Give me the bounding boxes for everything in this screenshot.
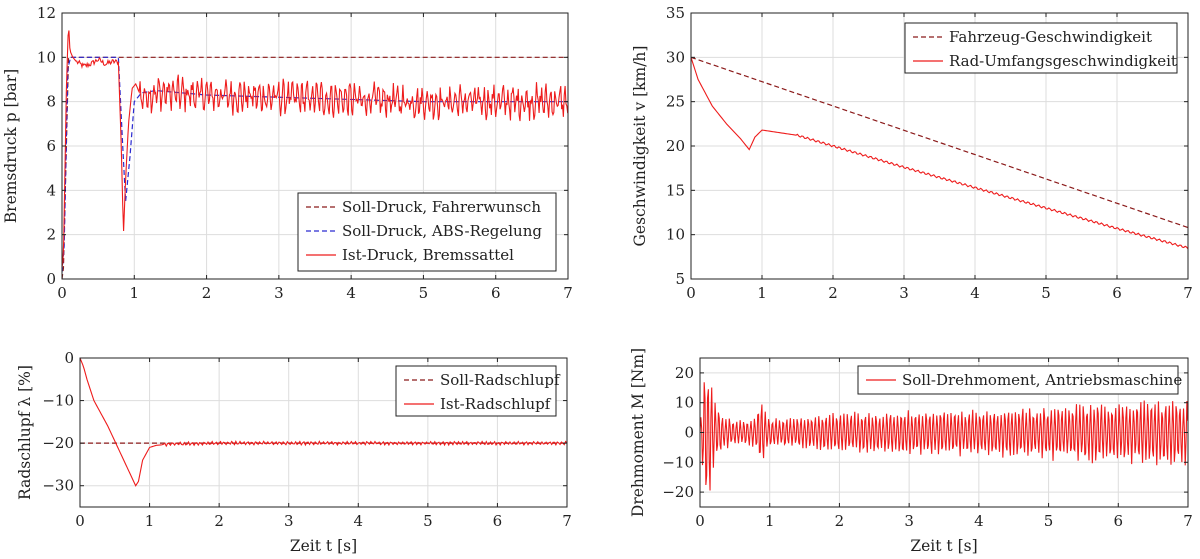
x-tick-label: 2 bbox=[835, 512, 845, 530]
legend-label: Ist-Druck, Bremssattel bbox=[342, 246, 514, 264]
y-tick-label: 0 bbox=[46, 270, 56, 288]
y-axis-label: Geschwindigkeit v [km/h] bbox=[631, 46, 649, 247]
x-tick-label: 2 bbox=[828, 284, 838, 302]
y-axis-label: Radschlupf λ [%] bbox=[16, 365, 34, 500]
y-tick-label: 10 bbox=[666, 226, 685, 244]
series-line-1 bbox=[691, 57, 1188, 250]
y-tick-label: −10 bbox=[42, 392, 74, 410]
y-tick-label: 2 bbox=[46, 226, 56, 244]
y-axis-label: Drehmoment M [Nm] bbox=[629, 348, 647, 517]
y-tick-label: 30 bbox=[666, 48, 685, 66]
chart-geschwindigkeit: 0 1 2 3 4 5 6 7 5 10 15 20 25 30 35 Geschwindigkeit v [… bbox=[631, 4, 1193, 302]
x-tick-label: 4 bbox=[354, 512, 364, 530]
legend-label: Soll-Radschlupf bbox=[440, 371, 561, 389]
y-tick-label: −20 bbox=[42, 434, 74, 452]
y-tick-label: 8 bbox=[46, 93, 56, 111]
x-tick-label: 5 bbox=[1041, 284, 1051, 302]
x-tick-label: 7 bbox=[1183, 512, 1193, 530]
legend-box bbox=[395, 365, 557, 417]
x-tick-label: 6 bbox=[1112, 284, 1122, 302]
x-tick-label: 0 bbox=[57, 284, 67, 302]
x-tick-label: 4 bbox=[346, 284, 356, 302]
y-tick-label: 12 bbox=[37, 4, 56, 22]
x-tick-label: 1 bbox=[757, 284, 767, 302]
series-line-0 bbox=[62, 56, 568, 279]
series-line-2 bbox=[62, 30, 568, 268]
x-tick-label: 3 bbox=[284, 512, 294, 530]
y-tick-label: 6 bbox=[46, 137, 56, 155]
plot-frame bbox=[79, 357, 568, 508]
legend: Soll-Radschlupf Ist-Radschlupf bbox=[395, 365, 561, 417]
series-line-1 bbox=[80, 358, 567, 487]
x-tick-label: 7 bbox=[563, 284, 573, 302]
y-tick-label: −10 bbox=[662, 453, 694, 471]
x-tick-label: 0 bbox=[686, 284, 696, 302]
x-tick-label: 4 bbox=[974, 512, 984, 530]
x-tick-label: 4 bbox=[970, 284, 980, 302]
legend-label: Rad-Umfangsgeschwindigkeit bbox=[949, 52, 1177, 70]
x-tick-label: 3 bbox=[899, 284, 909, 302]
x-tick-label: 0 bbox=[75, 512, 85, 530]
series-line-0 bbox=[691, 56, 1188, 229]
x-tick-label: 2 bbox=[202, 284, 212, 302]
x-tick-label: 5 bbox=[423, 512, 433, 530]
y-tick-label: −20 bbox=[662, 483, 694, 501]
x-tick-label: 1 bbox=[765, 512, 775, 530]
legend-label: Soll-Drehmoment, Antriebsmaschine bbox=[902, 371, 1182, 389]
legend-label: Soll-Druck, Fahrerwunsch bbox=[342, 198, 541, 216]
x-tick-label: 5 bbox=[419, 284, 429, 302]
x-tick-label: 1 bbox=[130, 284, 140, 302]
x-tick-label: 7 bbox=[562, 512, 572, 530]
legend-box bbox=[904, 22, 1178, 74]
y-tick-label: −30 bbox=[42, 477, 74, 495]
legend-label: Soll-Druck, ABS-Regelung bbox=[342, 222, 542, 240]
x-tick-label: 7 bbox=[1183, 284, 1193, 302]
chart-radschlupf: 0 1 2 3 4 5 6 7 0 −10 −20 −30 Radschlupf λ [%] Zeit t… bbox=[16, 349, 572, 555]
x-tick-label: 5 bbox=[1044, 512, 1054, 530]
x-axis-label: Zeit t [s] bbox=[290, 537, 357, 555]
legend-label: Fahrzeug-Geschwindigkeit bbox=[949, 28, 1152, 46]
y-tick-label: 20 bbox=[675, 364, 694, 382]
x-tick-label: 1 bbox=[145, 512, 155, 530]
y-tick-label: 0 bbox=[684, 424, 694, 442]
x-tick-label: 6 bbox=[491, 284, 501, 302]
legend: Soll-Drehmoment, Antriebsmaschine bbox=[857, 365, 1182, 395]
y-tick-label: 20 bbox=[666, 137, 685, 155]
legend-label: Ist-Radschlupf bbox=[440, 395, 552, 413]
x-tick-label: 3 bbox=[274, 284, 284, 302]
chart-drehmoment: 0 1 2 3 4 5 6 7 −20 −10 0 10 20 Drehmoment M [Nm] Zeit… bbox=[629, 348, 1193, 555]
legend: Fahrzeug-Geschwindigkeit Rad-Umfangsgesch… bbox=[904, 22, 1178, 74]
y-tick-label: 10 bbox=[37, 48, 56, 66]
x-tick-label: 3 bbox=[904, 512, 914, 530]
y-tick-label: 5 bbox=[675, 270, 685, 288]
y-tick-label: 35 bbox=[666, 4, 685, 22]
x-axis-label: Zeit t [s] bbox=[910, 537, 977, 555]
legend-box bbox=[857, 365, 1179, 395]
y-tick-label: 0 bbox=[64, 349, 74, 367]
y-tick-label: 4 bbox=[46, 181, 56, 199]
x-tick-label: 0 bbox=[695, 512, 705, 530]
x-tick-label: 6 bbox=[493, 512, 503, 530]
series-line-0 bbox=[700, 382, 1188, 491]
x-tick-label: 6 bbox=[1114, 512, 1124, 530]
y-tick-label: 10 bbox=[675, 394, 694, 412]
y-axis-label: Bremsdruck p [bar] bbox=[2, 69, 20, 223]
y-tick-label: 15 bbox=[666, 181, 685, 199]
legend: Soll-Druck, Fahrerwunsch Soll-Druck, ABS-… bbox=[297, 192, 557, 272]
legend-box bbox=[297, 192, 557, 272]
y-tick-label: 25 bbox=[666, 93, 685, 111]
x-tick-label: 2 bbox=[214, 512, 224, 530]
